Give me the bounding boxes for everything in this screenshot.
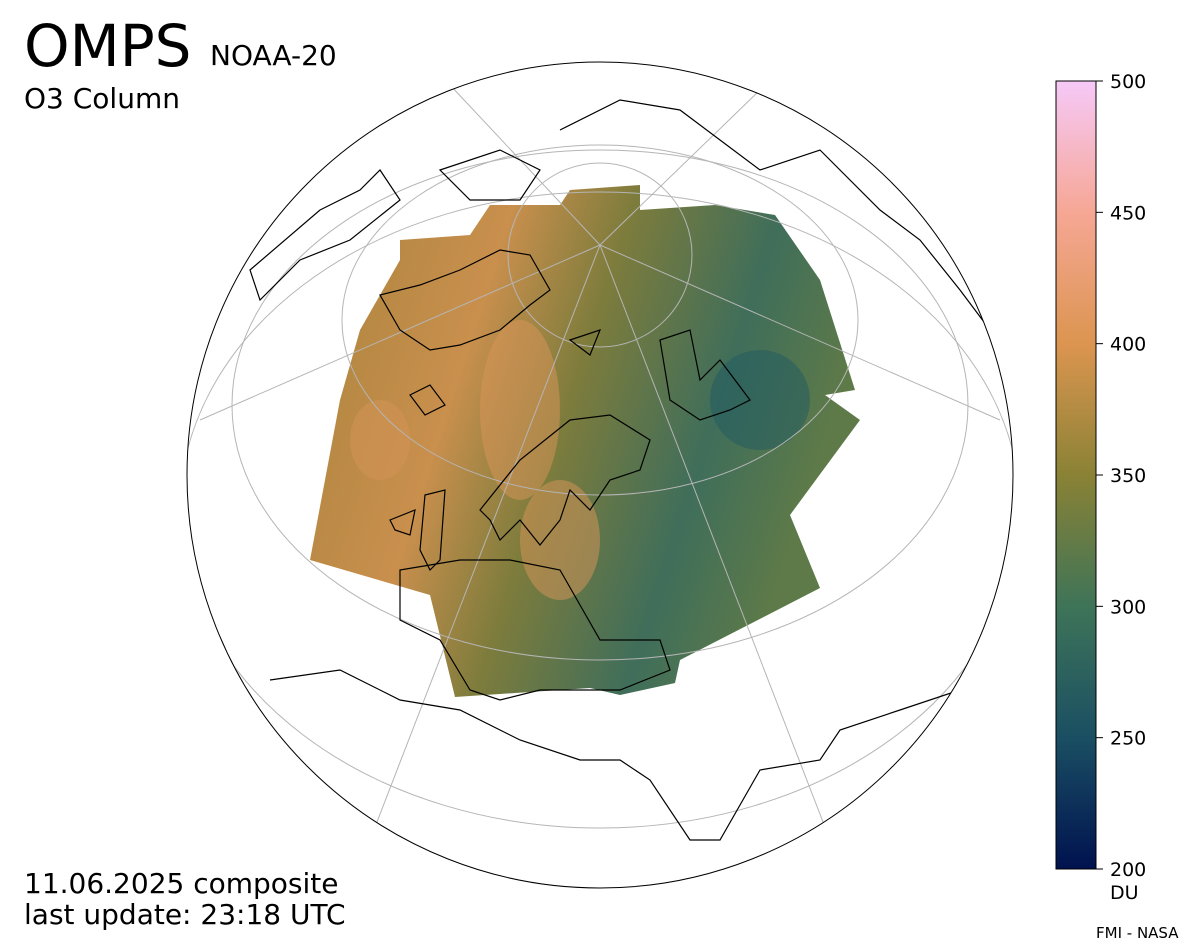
- credit: FMI - NASA: [1096, 924, 1179, 942]
- colorbar-ticks: 200 250 300 350 400 450 500: [1096, 71, 1146, 881]
- globe-outline: [186, 61, 1014, 889]
- swath-texture: [350, 400, 410, 480]
- satellite: NOAA-20: [210, 39, 337, 72]
- colorbar-tick-label: 400: [1110, 334, 1146, 356]
- swath-texture: [710, 350, 810, 450]
- colorbar-tick-label: 350: [1110, 465, 1146, 487]
- colorbar: [1055, 80, 1097, 870]
- title: OMPS: [24, 12, 192, 80]
- globe: [187, 84, 1013, 841]
- product: O3 Column: [24, 82, 180, 115]
- colorbar-tick-label: 450: [1110, 202, 1146, 224]
- coastlines: [249, 99, 1001, 841]
- colorbar-unit: DU: [1110, 882, 1139, 904]
- swath-texture: [480, 320, 560, 500]
- colorbar-tick-label: 200: [1110, 859, 1146, 881]
- update-time: last update: 23:18 UTC: [24, 898, 346, 931]
- swath-texture: [520, 480, 600, 600]
- date: 11.06.2025 composite: [24, 867, 339, 900]
- ozone-swath: [310, 185, 860, 697]
- graticule: [187, 84, 1013, 841]
- colorbar-tick-label: 500: [1110, 71, 1146, 93]
- colorbar-tick-label: 300: [1110, 596, 1146, 618]
- colorbar-tick-label: 250: [1110, 728, 1146, 750]
